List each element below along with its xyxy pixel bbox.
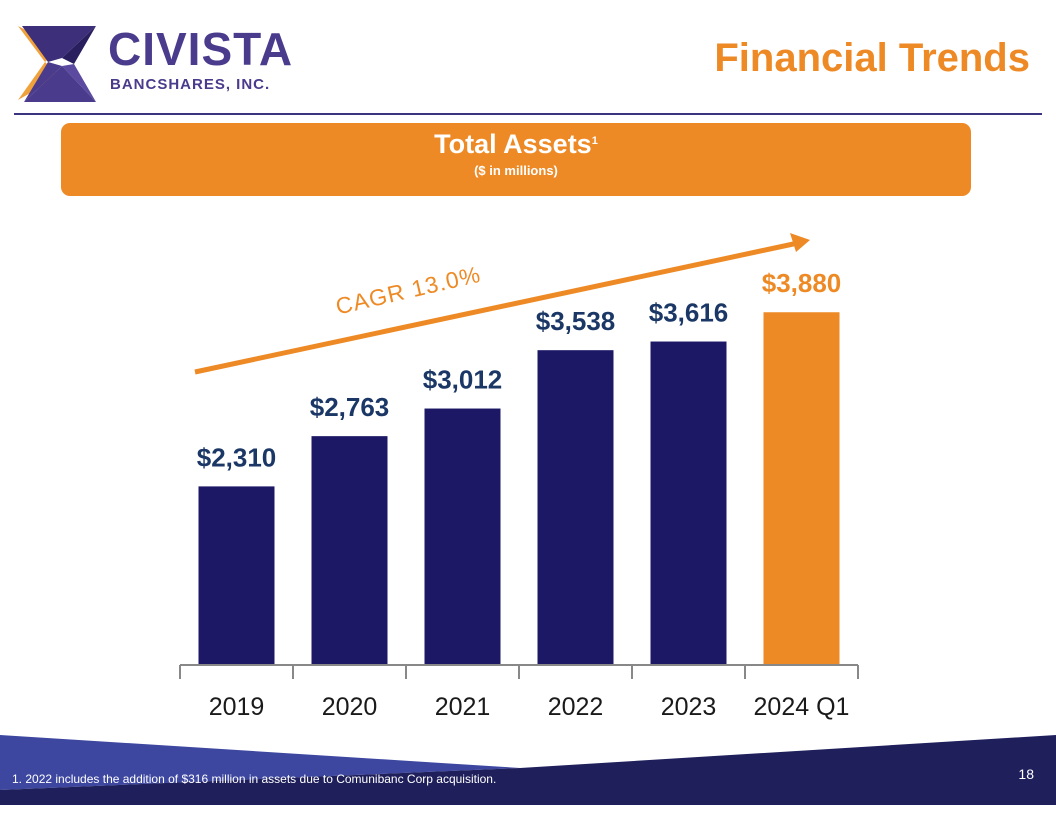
cagr-arrow-line [194,240,799,375]
page-title: Financial Trends [714,36,1030,80]
logo-subtitle: BANCSHARES, INC. [110,76,271,93]
page-number: 18 [1018,766,1034,782]
chart-subtitle: ($ in millions) [474,163,558,178]
chart-title-banner: Total Assets1 ($ in millions) [61,123,971,196]
x-tick-label: 2020 [322,693,378,721]
footer-band-dark [0,735,1056,805]
data-label: $3,616 [649,298,729,328]
bar-2024 Q1 [763,312,840,665]
data-label: $3,880 [762,268,842,298]
logo-mark-icon [18,26,96,102]
footer-band-light [0,735,520,790]
cagr-annotation: CAGR 13.0% [333,261,483,320]
data-label: $2,763 [310,392,390,422]
x-tick-label: 2019 [209,693,265,721]
footnote-marker: 1 [591,135,598,147]
bar-2023 [650,341,727,665]
chart-title: Total Assets1 [434,129,598,160]
x-tick-label: 2024 Q1 [754,693,850,721]
x-tick-label: 2022 [548,693,604,721]
bar-2020 [311,436,388,665]
logo-name: CIVISTA [108,23,294,75]
footnote: 1. 2022 includes the addition of $316 mi… [12,772,497,786]
x-tick-label: 2023 [661,693,717,721]
header-divider [14,113,1042,115]
arrow-head-icon [790,233,810,252]
bar-2021 [424,408,501,665]
bar-2022 [537,350,614,665]
data-label: $3,538 [536,306,616,336]
x-tick-label: 2021 [435,693,491,721]
data-label: $3,012 [423,365,503,395]
data-label: $2,310 [197,442,277,472]
bar-2019 [198,486,275,665]
bar-chart: $2,310 2019 $2,763 2020 $3,012 2021 $3,538 2022… [179,233,859,721]
chart-title-text: Total Assets [434,129,592,159]
